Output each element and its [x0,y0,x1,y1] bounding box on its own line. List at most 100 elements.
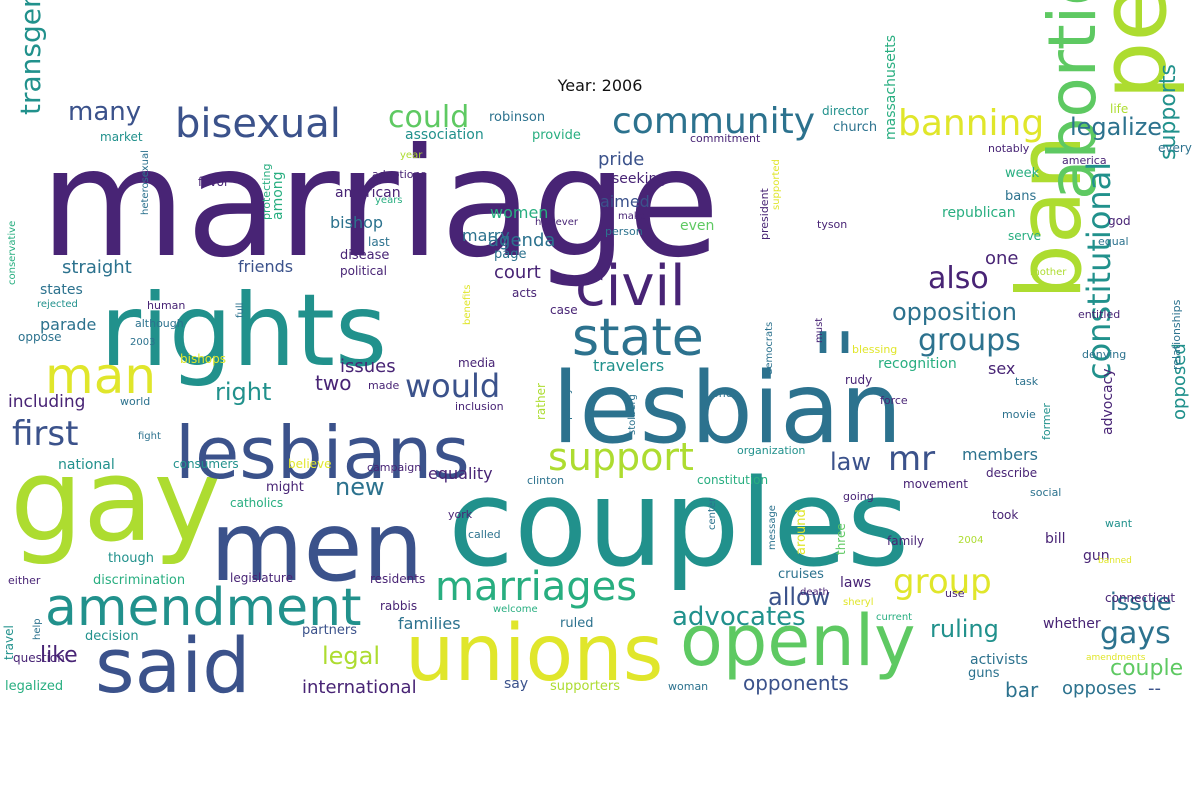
word-cloud-word: man [45,347,156,405]
word-cloud-word: help [32,618,43,640]
word-cloud-word: bisexual [175,101,341,147]
word-cloud-word: life [1110,102,1128,116]
word-cloud-word: mother [1030,267,1067,278]
word-cloud-word: force [880,394,908,407]
word-cloud-word: former [1040,403,1053,440]
word-cloud-word: travelers [593,356,664,375]
word-cloud-word: recognition [878,356,957,372]
chart-title: Year: 2006 [557,76,643,95]
word-cloud-word: movie [1002,408,1036,421]
word-cloud-word: rejected [37,299,78,310]
word-cloud-word: support [548,435,694,479]
word-cloud-word: bishops [180,352,226,366]
word-cloud-word: three [834,523,848,555]
word-cloud-word: commitment [690,132,761,145]
word-cloud-word: inclusion [455,400,504,413]
word-cloud-word: blessing [852,343,897,356]
word-cloud-word: parade [40,315,96,334]
word-cloud-word: cruises [778,567,824,582]
word-cloud-word: community [612,101,815,142]
word-cloud-word: straight [62,257,132,278]
word-cloud-word: bans [1005,189,1036,204]
word-cloud-word: decision [85,629,139,644]
word-cloud-word: couples [448,455,909,594]
word-cloud-word: equality [428,464,493,483]
word-cloud-word: conservative [7,221,18,285]
word-cloud-word: gay [10,434,222,568]
word-cloud-word: welcome [493,604,538,615]
word-cloud-word: rights [100,272,387,389]
word-cloud-word: whether [1043,616,1101,632]
word-cloud-word: person [605,225,643,238]
word-cloud-word: abortion [1034,0,1111,200]
word-cloud-word: activists [970,652,1028,668]
word-cloud-word: catholics [230,496,283,510]
word-cloud-word: current [876,612,912,623]
word-cloud-word: among [270,171,286,220]
word-cloud-word: serve [1008,229,1041,243]
word-cloud-word: disease [340,248,389,263]
word-cloud-word: many [68,97,141,127]
word-cloud-word: sex [988,359,1015,378]
word-cloud-word: entitled [1078,308,1120,321]
word-cloud-word: god [1108,214,1131,228]
word-cloud-word: pride [598,149,644,170]
word-cloud-word: full [235,303,246,318]
word-cloud-word: campaign [367,461,421,474]
word-cloud-word: year [400,150,423,161]
word-cloud-word: transgender [14,0,47,115]
word-cloud-word: civil [575,254,686,319]
word-cloud-word: marry [462,226,510,245]
word-cloud-word: one [985,248,1019,269]
word-cloud-word: connecticut [1105,591,1175,605]
word-cloud-word: case [550,303,578,317]
word-cloud-word: states [40,282,83,298]
word-cloud-word: guns [968,666,1000,681]
word-cloud-word: people [1080,0,1187,100]
word-cloud-word: organization [737,444,805,457]
word-cloud-word: equal [1098,235,1129,248]
word-cloud-word: york [448,508,473,521]
word-cloud-word: social [1030,486,1061,499]
word-cloud-word: rabbis [380,599,417,613]
word-cloud-word: tyson [817,218,847,231]
word-cloud-word: bar [1005,678,1039,702]
word-cloud-word: fight [138,431,161,442]
word-cloud-word: might [266,480,304,495]
word-cloud-word: death [800,587,829,598]
word-cloud-word: notably [988,142,1030,155]
word-cloud-word: rudy [845,373,872,387]
word-cloud-word: political [340,264,387,278]
word-cloud-word: 2004 [958,535,983,546]
word-cloud-word: movement [903,477,968,491]
word-cloud-word: association [405,127,484,143]
word-cloud-word: openly [680,600,916,682]
word-cloud-word: including [8,392,85,412]
word-cloud-word: first [12,414,78,454]
word-cloud-word: travel [2,625,16,660]
word-cloud-word: stolberg [627,394,638,435]
word-cloud-word: opposed [1169,343,1190,420]
word-cloud-word: church [833,120,877,135]
word-cloud-word: '' [812,316,856,409]
word-cloud-word: family [887,534,924,548]
word-cloud-word: took [992,508,1018,522]
word-cloud-word: lesbian [552,352,902,466]
word-cloud-word: although [135,317,184,330]
word-cloud-word: market [100,130,143,144]
word-cloud-word: legislature [230,571,293,585]
word-cloud-word: every [1158,141,1192,155]
word-cloud-word: week [1005,166,1040,181]
word-cloud-word: say [504,676,528,692]
word-cloud-word: oppose [18,330,62,344]
word-cloud-word: rather [534,383,548,420]
word-cloud-word: two [315,371,351,395]
word-cloud-word: couple [1110,656,1183,681]
word-cloud-word: president [758,187,771,240]
word-cloud-word: law [830,448,871,476]
word-cloud-word: favor [198,175,229,189]
word-cloud-word: members [962,445,1038,464]
word-cloud-word: ruling [930,615,999,643]
word-cloud-word: could [388,100,469,135]
word-cloud-word: national [58,457,115,473]
